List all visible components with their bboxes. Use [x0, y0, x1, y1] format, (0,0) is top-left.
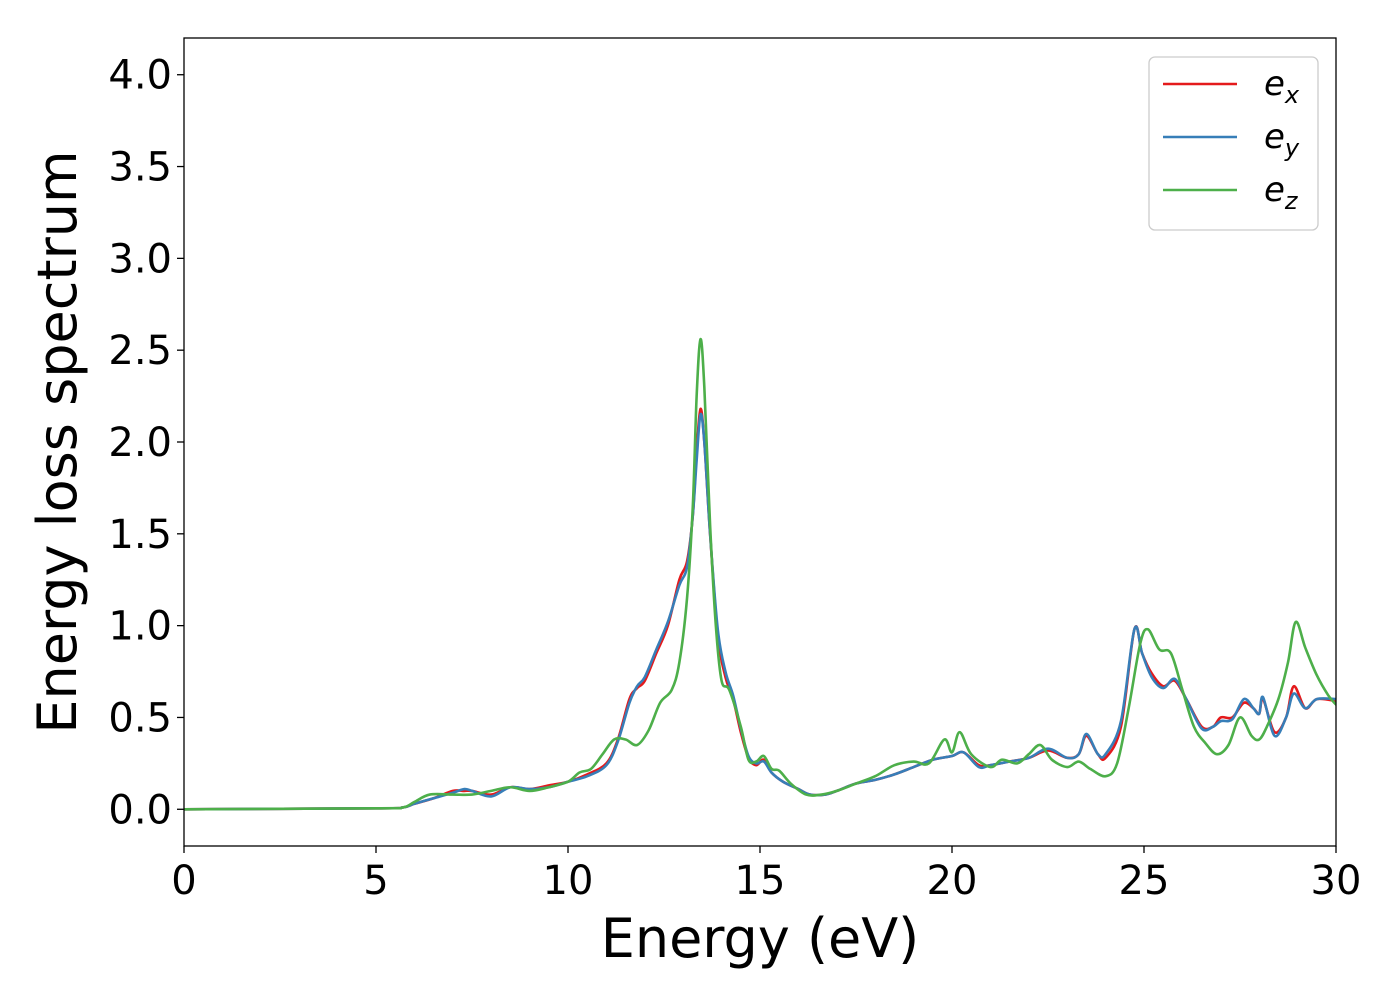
x-tick-label: 30 — [1311, 858, 1362, 904]
legend-label-x: ex — [1264, 64, 1300, 109]
x-tick-label: 15 — [735, 858, 786, 904]
y-tick-label: 0.0 — [108, 787, 172, 833]
legend-label-subscript: y — [1284, 134, 1300, 162]
x-axis: 0 5 10 15 20 25 30 — [171, 846, 1361, 904]
y-tick-label: 0.5 — [108, 695, 172, 741]
legend-label-subscript: x — [1284, 81, 1300, 109]
x-tick-label: 10 — [543, 858, 594, 904]
x-tick-label: 0 — [171, 858, 196, 904]
legend-label-z: ez — [1264, 170, 1299, 215]
x-tick-label: 20 — [927, 858, 978, 904]
legend-label-y: ey — [1264, 117, 1300, 162]
y-tick-label: 3.0 — [108, 236, 172, 282]
legend-box — [1148, 56, 1319, 231]
y-tick-label: 3.5 — [108, 145, 172, 191]
x-axis-label: Energy (eV) — [601, 907, 920, 970]
series-layer — [184, 337, 1336, 811]
y-axis-label: Energy loss spectrum — [26, 150, 89, 733]
y-axis: 0.0 0.5 1.0 1.5 2.0 2.5 3.0 3.5 4.0 — [108, 53, 184, 833]
series-line-z — [184, 337, 1336, 811]
legend-label-subscript: z — [1284, 187, 1299, 215]
legend-label-base: e — [1264, 170, 1285, 210]
y-tick-label: 2.0 — [108, 420, 172, 466]
y-tick-label: 2.5 — [108, 328, 172, 374]
y-tick-label: 1.5 — [108, 512, 172, 558]
series-line-y — [184, 412, 1336, 811]
x-tick-label: 25 — [1119, 858, 1170, 904]
legend-label-base: e — [1264, 117, 1285, 157]
y-tick-label: 4.0 — [108, 53, 172, 99]
series-line-x — [184, 407, 1336, 811]
y-tick-label: 1.0 — [108, 604, 172, 650]
legend-label-base: e — [1264, 64, 1285, 104]
x-tick-label: 5 — [363, 858, 388, 904]
